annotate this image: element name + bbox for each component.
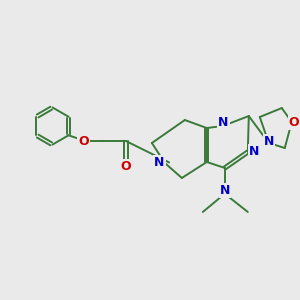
Text: O: O	[78, 134, 88, 148]
Text: N: N	[264, 135, 274, 148]
Text: N: N	[154, 157, 165, 169]
Text: N: N	[218, 116, 229, 129]
Text: O: O	[289, 116, 299, 128]
Text: N: N	[220, 184, 230, 197]
Text: N: N	[249, 146, 259, 158]
Text: O: O	[121, 160, 131, 173]
